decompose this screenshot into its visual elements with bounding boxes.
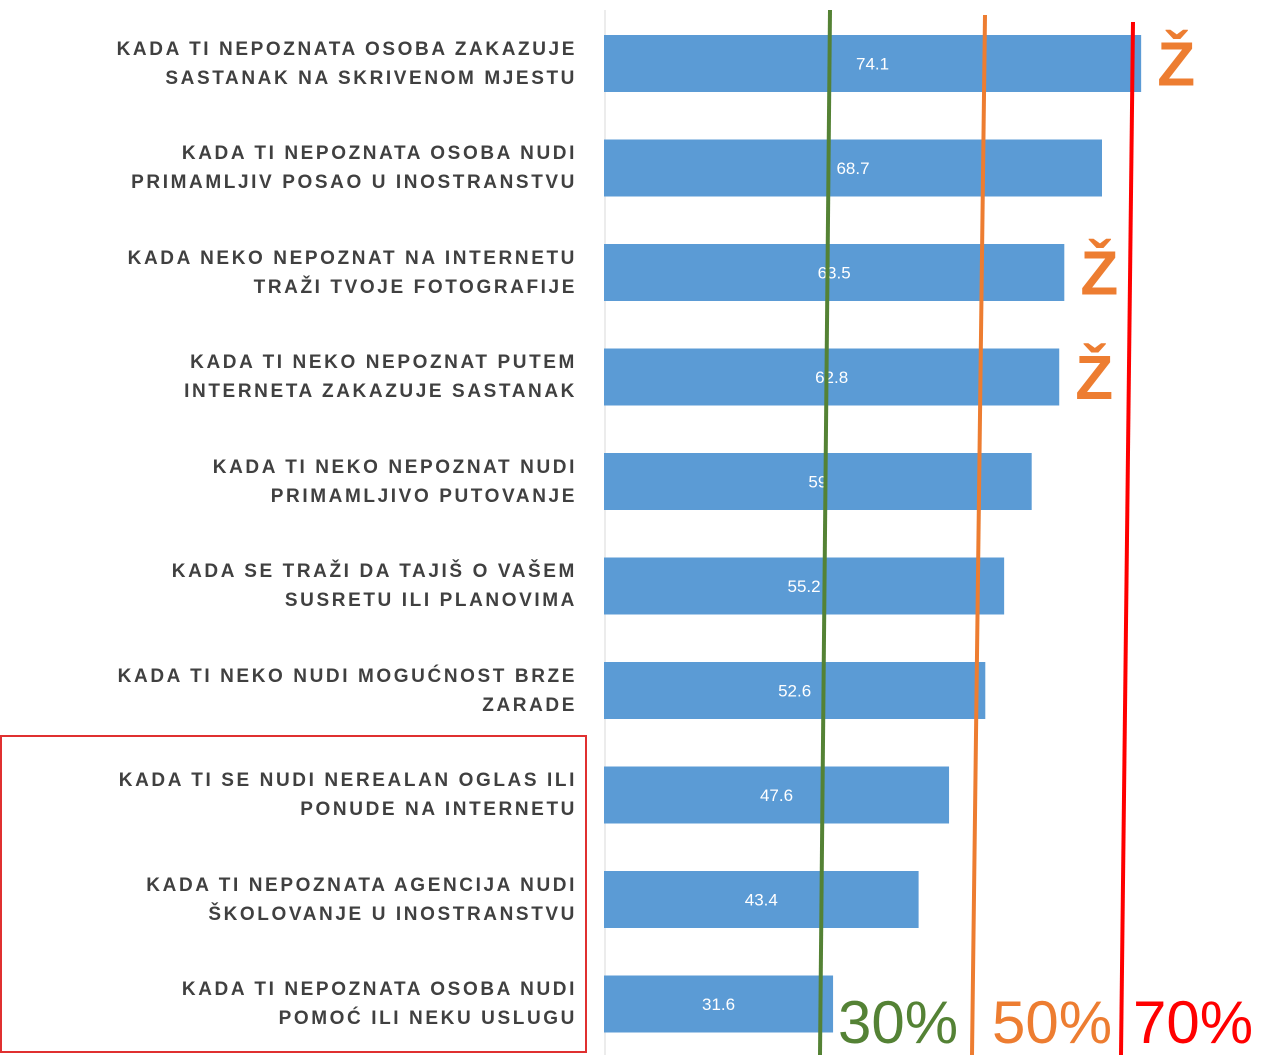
value-label: 63.5 — [818, 264, 851, 283]
marker: Ž — [1157, 31, 1195, 100]
highlight-box — [0, 735, 587, 1053]
bar — [604, 139, 1102, 197]
value-label: 31.6 — [702, 995, 735, 1014]
bar — [604, 871, 919, 928]
bar — [604, 244, 1065, 301]
bar — [604, 348, 1060, 406]
reference-line — [970, 14, 987, 1056]
reference-label: 70% — [1133, 989, 1253, 1056]
category-label: KADA TI NEPOZNATA AGENCIJA NUDI ŠKOLOVAN… — [146, 874, 577, 925]
category-label: KADA TI NEPOZNATA OSOBA NUDI POMOĆ ILI N… — [181, 979, 577, 1029]
bar — [604, 662, 986, 719]
value-label: 47.6 — [760, 786, 793, 805]
value-label: 68.7 — [836, 159, 869, 178]
reference-line — [818, 9, 832, 1056]
value-label: 62.8 — [815, 368, 848, 387]
category-label: KADA TI NEKO NUDI MOGUĆNOST BRZE ZARADE — [117, 665, 577, 716]
bar — [604, 766, 950, 824]
reference-label: 50% — [992, 989, 1112, 1056]
marker: Ž — [1075, 344, 1113, 413]
bar — [604, 35, 1142, 92]
bar — [604, 557, 1005, 615]
category-label: KADA TI NEPOZNATA OSOBA ZAKAZUJE SASTANA… — [116, 38, 577, 89]
value-label: 59 — [808, 473, 827, 492]
bar — [604, 453, 1032, 510]
value-label: 43.4 — [745, 891, 778, 910]
category-label: KADA SE TRAŽI DA TAJIŠ O VAŠEM SUSRETU I… — [171, 561, 577, 611]
category-label: KADA TI SE NUDI NEREALAN OGLAS ILI PONUD… — [118, 770, 577, 820]
bar — [604, 975, 834, 1033]
category-label: KADA TI NEKO NEPOZNAT NUDI PRIMAMLJIVO P… — [212, 456, 577, 507]
reference-label: 30% — [838, 989, 958, 1056]
value-label: 55.2 — [788, 577, 821, 596]
marker: Ž — [1080, 240, 1118, 309]
category-label: KADA NEKO NEPOZNAT NA INTERNETU TRAŽI TV… — [127, 247, 577, 298]
value-label: 74.1 — [856, 55, 889, 74]
reference-line — [1119, 21, 1135, 1056]
category-label: KADA TI NEPOZNATA OSOBA NUDI PRIMAMLJIV … — [131, 143, 577, 193]
category-label: KADA TI NEKO NEPOZNAT PUTEM INTERNETA ZA… — [184, 352, 577, 402]
value-label: 52.6 — [778, 682, 811, 701]
